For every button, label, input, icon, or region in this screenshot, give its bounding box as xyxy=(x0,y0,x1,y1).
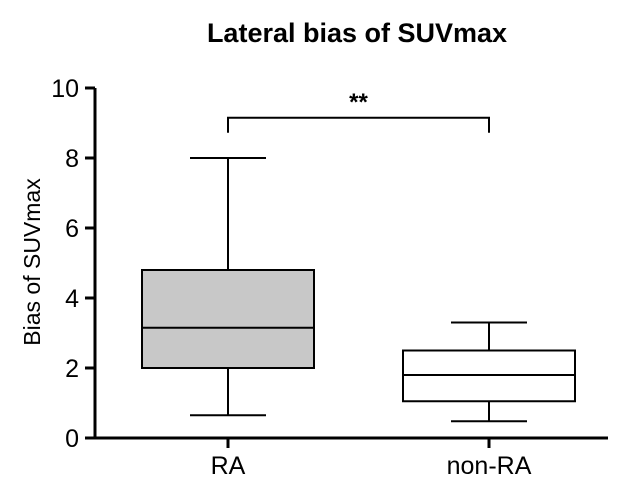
y-tick-label: 0 xyxy=(65,425,79,453)
x-tick-label: non-RA xyxy=(447,452,532,480)
y-tick-label: 4 xyxy=(65,285,79,313)
y-tick-label: 8 xyxy=(65,145,79,173)
y-tick-label: 10 xyxy=(51,75,79,103)
box-non-ra xyxy=(402,321,576,423)
significance-bracket: ** xyxy=(227,89,490,133)
box-ra xyxy=(141,157,315,417)
y-tick-label: 6 xyxy=(65,215,79,243)
significance-label: ** xyxy=(349,89,368,116)
y-tick-label: 2 xyxy=(65,355,79,383)
plot-area: 0 2 4 6 8 10 RA non-RA ** xyxy=(51,75,608,480)
iqr-box xyxy=(141,269,315,369)
x-tick-label: RA xyxy=(211,452,246,480)
bracket-line xyxy=(227,116,490,133)
chart-title: Lateral bias of SUVmax xyxy=(207,18,507,48)
y-axis-label: Bias of SUVmax xyxy=(19,178,45,346)
